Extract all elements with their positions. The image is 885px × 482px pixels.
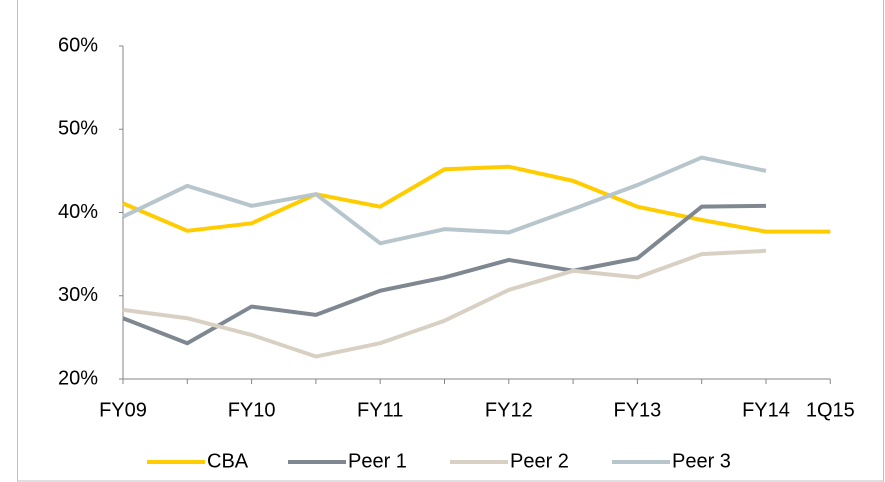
x-tick-label: FY10: [228, 399, 276, 421]
legend-label: Peer 2: [510, 450, 569, 472]
x-tick-label: FY14: [742, 399, 790, 421]
series-line: [122, 155, 767, 246]
y-tick-label: 50%: [58, 118, 98, 140]
y-tick-label: 20%: [58, 367, 98, 389]
x-tick-label: FY09: [99, 399, 147, 421]
x-tick-label: FY11: [357, 399, 403, 421]
y-tick-label: 40%: [58, 201, 98, 223]
x-tick-label: FY12: [485, 399, 533, 421]
series-line: [122, 203, 767, 346]
chart-border: [17, 0, 884, 482]
series-line: [122, 248, 767, 359]
legend-label: Peer 1: [348, 450, 407, 472]
series-line: [122, 164, 831, 234]
x-tick-label: FY13: [613, 399, 661, 421]
y-tick-label: 30%: [58, 284, 98, 306]
x-tick-label: 1Q15: [806, 399, 855, 421]
y-tick-label: 60%: [58, 34, 98, 56]
legend-label: Peer 3: [672, 450, 731, 472]
legend-label: CBA: [207, 450, 249, 472]
